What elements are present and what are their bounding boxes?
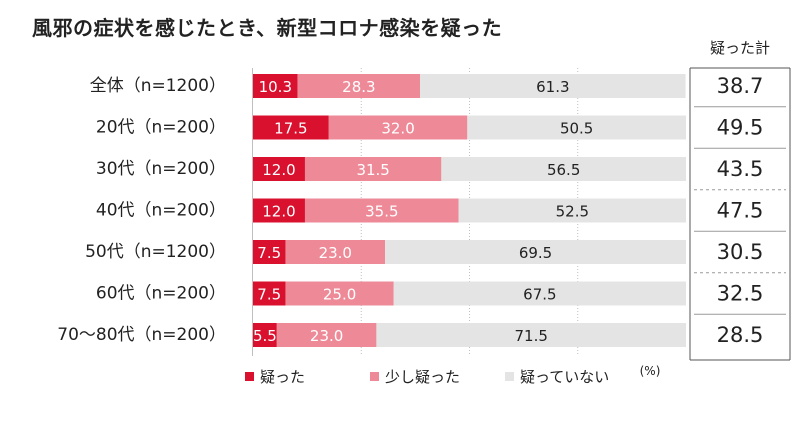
data-label: 32.0 [381, 120, 414, 138]
data-label: 71.5 [514, 327, 547, 345]
data-label: 7.5 [257, 244, 281, 262]
bar-segment [276, 323, 377, 347]
legend-label: 疑っていない [520, 368, 609, 386]
data-label: 50.5 [560, 120, 593, 138]
legend: 疑った 少し疑った 疑っていない (%) [245, 364, 660, 386]
bar-segment [253, 115, 329, 140]
data-label: 35.5 [365, 203, 398, 221]
bar-segment [376, 323, 686, 347]
data-label: 61.3 [536, 78, 569, 96]
data-label: 67.5 [523, 286, 556, 304]
total-value: 47.5 [717, 199, 764, 223]
legend-label: 少し疑った [385, 368, 460, 386]
unit-label: (%) [640, 364, 661, 378]
chart-title: 風邪の症状を感じたとき、新型コロナ感染を疑った [32, 16, 503, 40]
bar-segment [285, 281, 394, 306]
row-label: 30代（n=200） [96, 159, 226, 179]
data-label: 28.3 [342, 78, 375, 96]
total-value: 28.5 [717, 323, 764, 347]
total-value: 49.5 [717, 116, 764, 140]
row-label: 70～80代（n=200） [57, 325, 226, 345]
bar-segment [253, 240, 286, 264]
data-label: 23.0 [310, 327, 343, 345]
bar-segment [253, 74, 298, 98]
data-label: 52.5 [556, 203, 589, 221]
data-label: 31.5 [356, 161, 389, 179]
row-label: 60代（n=200） [96, 284, 226, 304]
data-label: 56.5 [547, 161, 580, 179]
bar-segment [441, 157, 686, 181]
data-label: 7.5 [257, 286, 281, 304]
data-label: 25.0 [323, 286, 356, 304]
legend-swatch [245, 372, 254, 381]
bar-segment [304, 198, 459, 223]
total-value: 32.5 [717, 282, 764, 306]
row-label: 20代（n=200） [96, 118, 226, 138]
data-label: 12.0 [262, 203, 295, 221]
bar-segment [253, 323, 277, 347]
data-label: 69.5 [519, 244, 552, 262]
data-label: 5.5 [253, 327, 277, 345]
data-label: 10.3 [259, 78, 292, 96]
row-label: 40代（n=200） [96, 201, 226, 221]
legend-label: 疑った [260, 368, 305, 386]
bar-segments: 10.3 28.3 61.3 17.5 32.0 50.5 12.0 31.5 56.5 12.0… [253, 74, 686, 347]
total-value: 38.7 [717, 74, 764, 98]
bar-segment [253, 281, 286, 306]
total-value: 30.5 [717, 240, 764, 264]
data-label: 17.5 [274, 120, 307, 138]
row-labels: 全体（n=1200） 20代（n=200） 30代（n=200） 40代（n=200）… [57, 76, 226, 345]
data-label: 12.0 [262, 161, 295, 179]
bar-segment [297, 74, 421, 98]
bar-segment [253, 157, 305, 181]
total-value: 43.5 [717, 157, 764, 181]
bar-segment [304, 157, 442, 181]
legend-swatch [370, 372, 379, 381]
totals-header: 疑った計 [710, 39, 770, 57]
bar-segment [458, 198, 686, 223]
data-label: 23.0 [319, 244, 352, 262]
bar-segment [420, 74, 686, 98]
bar-segment [253, 198, 305, 223]
totals-column: 疑った計 38.7 49.5 43.5 47.5 30.5 32.5 28.5 [689, 39, 791, 361]
bar-segment [385, 240, 686, 264]
row-label: 50代（n=1200） [85, 242, 226, 262]
bar-segment [328, 115, 468, 140]
bar-segment [467, 115, 686, 140]
row-label: 全体（n=1200） [90, 76, 226, 96]
bar-segment [285, 240, 386, 264]
legend-swatch [505, 372, 514, 381]
bar-segment [393, 281, 686, 306]
